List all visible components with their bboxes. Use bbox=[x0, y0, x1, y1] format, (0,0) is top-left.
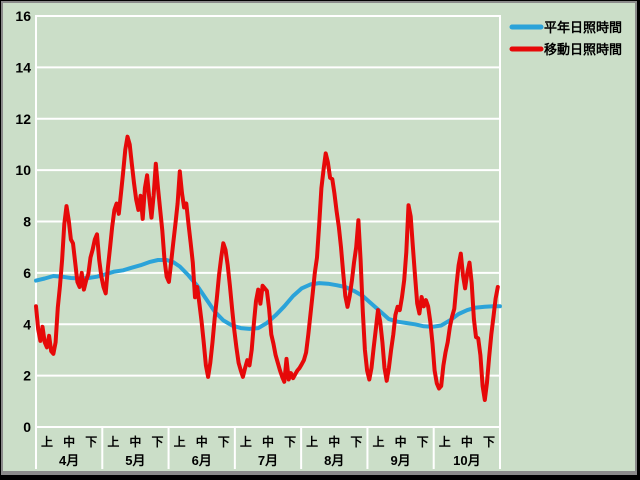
month-label: 4月 bbox=[59, 453, 79, 468]
y-tick-label-2: 2 bbox=[23, 368, 31, 384]
axis-labels: 0246810121416上中下4月上中下5月上中下6月上中下7月上中下8月上中… bbox=[15, 8, 495, 468]
period-label: 上 bbox=[174, 434, 186, 449]
period-label: 上 bbox=[306, 434, 318, 449]
period-label: 下 bbox=[85, 435, 97, 449]
period-label: 下 bbox=[152, 435, 164, 449]
y-tick-label-10: 10 bbox=[15, 162, 31, 178]
period-label: 中 bbox=[262, 434, 274, 449]
month-label: 6月 bbox=[192, 453, 212, 468]
moving-sunshine-line bbox=[34, 134, 500, 402]
month-label: 5月 bbox=[125, 453, 145, 468]
y-tick-label-16: 16 bbox=[15, 8, 31, 24]
period-label: 中 bbox=[63, 434, 75, 449]
period-label: 下 bbox=[483, 435, 495, 449]
legend-label-moving: 移動日照時間 bbox=[544, 42, 622, 57]
month-label: 8月 bbox=[324, 453, 344, 468]
period-label: 上 bbox=[240, 434, 252, 449]
data-series bbox=[34, 134, 502, 402]
y-tick-label-4: 4 bbox=[23, 316, 31, 332]
y-tick-label-0: 0 bbox=[23, 419, 31, 435]
month-label: 10月 bbox=[453, 453, 480, 468]
period-label: 中 bbox=[196, 434, 208, 449]
y-tick-label-8: 8 bbox=[23, 214, 31, 230]
period-label: 下 bbox=[218, 435, 230, 449]
period-label: 上 bbox=[439, 434, 451, 449]
month-label: 9月 bbox=[390, 453, 410, 468]
period-label: 中 bbox=[328, 434, 340, 449]
y-tick-label-12: 12 bbox=[15, 111, 31, 127]
normal-sunshine-line bbox=[34, 258, 502, 331]
y-tick-label-6: 6 bbox=[23, 265, 31, 281]
period-label: 中 bbox=[461, 434, 473, 449]
legend: 平年日照時間 移動日照時間 bbox=[509, 20, 622, 57]
legend-label-normal: 平年日照時間 bbox=[544, 20, 622, 35]
period-label: 中 bbox=[395, 434, 407, 449]
period-label: 下 bbox=[350, 435, 362, 449]
period-label: 下 bbox=[284, 435, 296, 449]
month-label: 7月 bbox=[258, 453, 278, 468]
period-label: 上 bbox=[41, 434, 53, 449]
period-label: 上 bbox=[107, 434, 119, 449]
y-tick-label-14: 14 bbox=[15, 59, 31, 75]
axis-lines bbox=[35, 15, 501, 469]
period-label: 上 bbox=[372, 434, 384, 449]
period-label: 中 bbox=[129, 434, 141, 449]
gridlines bbox=[35, 15, 501, 428]
period-label: 下 bbox=[417, 435, 429, 449]
